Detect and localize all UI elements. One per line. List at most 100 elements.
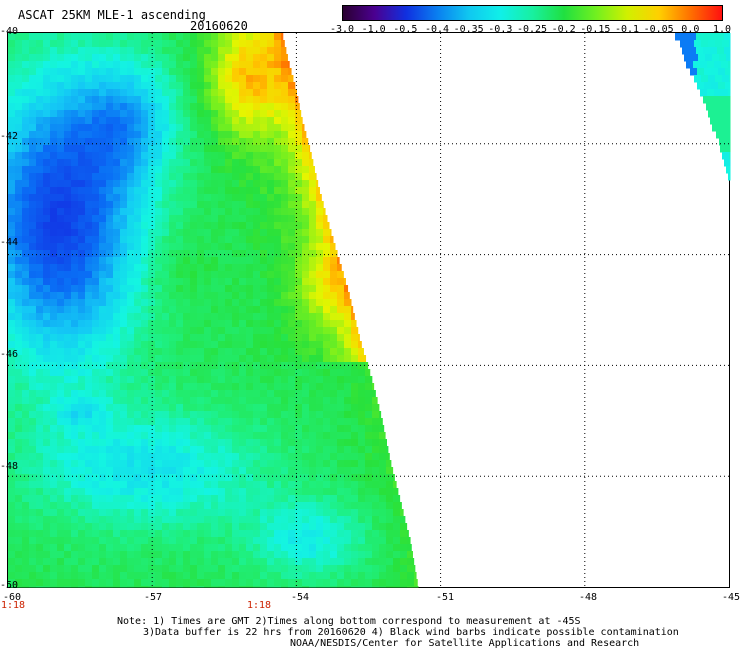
swath-cell	[50, 579, 58, 587]
swath-cell	[309, 558, 317, 566]
swath-cell	[218, 579, 226, 587]
swath-cell	[407, 579, 415, 587]
swath-cell	[190, 82, 198, 90]
swath-cell	[232, 54, 240, 62]
swath-cell	[197, 61, 205, 69]
swath-cell	[274, 194, 282, 202]
swath-cell	[225, 530, 233, 538]
swath-cell	[288, 341, 296, 349]
swath-cell	[50, 40, 58, 48]
swath-cell	[211, 411, 219, 419]
swath-cell	[43, 558, 51, 566]
swath-cell	[36, 68, 44, 76]
swath-cell	[92, 299, 100, 307]
swath-cell	[176, 320, 184, 328]
swath-cell	[309, 572, 317, 580]
swath-cell	[134, 502, 142, 510]
swath-cell	[190, 299, 198, 307]
swath-cell	[29, 229, 37, 237]
swath-cell	[274, 544, 282, 552]
swath-cell	[71, 222, 79, 230]
swath-cell	[15, 474, 23, 482]
swath-cell	[281, 257, 289, 265]
swath-cell	[190, 159, 198, 167]
time-label-left: 1:18	[0, 600, 26, 611]
swath-cell	[8, 446, 16, 454]
swath-cell	[92, 75, 100, 83]
swath-cell	[386, 544, 394, 552]
swath-cell	[50, 180, 58, 188]
swath-cell	[8, 96, 16, 104]
swath-cell	[78, 278, 86, 286]
swath-cell	[302, 432, 310, 440]
swath-cell	[204, 348, 212, 356]
swath-cell	[64, 208, 72, 216]
swath-cell	[267, 201, 275, 209]
swath-cell	[204, 285, 212, 293]
swath-cell	[295, 586, 303, 588]
swath-cell	[190, 579, 198, 587]
swath-cell	[281, 432, 289, 440]
swath-cell	[211, 474, 219, 482]
swath-cell	[197, 82, 205, 90]
swath-cell	[337, 446, 345, 454]
swath-cell	[134, 488, 142, 496]
swath-cell	[267, 61, 275, 69]
swath-cell	[260, 257, 268, 265]
swath-cell	[218, 208, 226, 216]
swath-cell	[183, 334, 191, 342]
swath-cell	[281, 285, 289, 293]
swath-cell	[288, 285, 296, 293]
swath-cell	[260, 502, 268, 510]
swath-cell	[330, 439, 338, 447]
swath-cell	[176, 257, 184, 265]
swath-cell	[92, 131, 100, 139]
swath-cell	[710, 33, 718, 41]
swath-cell	[232, 453, 240, 461]
swath-cell	[99, 117, 107, 125]
swath-cell	[337, 460, 345, 468]
swath-cell	[78, 54, 86, 62]
swath-cell	[232, 446, 240, 454]
swath-cell	[211, 383, 219, 391]
swath-cell	[8, 565, 16, 573]
swath-cell	[344, 460, 352, 468]
swath-cell	[141, 292, 149, 300]
swath-cell	[239, 159, 247, 167]
swath-cell	[232, 544, 240, 552]
swath-cell	[274, 348, 282, 356]
swath-cell	[302, 145, 310, 153]
swath-cell	[36, 558, 44, 566]
swath-cell	[141, 229, 149, 237]
swath-cell	[176, 264, 184, 272]
swath-cell	[330, 432, 338, 440]
swath-cell	[99, 61, 107, 69]
swath-cell	[386, 509, 394, 517]
swath-cell	[211, 376, 219, 384]
swath-cell	[78, 509, 86, 517]
swath-cell	[99, 54, 107, 62]
swath-cell	[162, 348, 170, 356]
swath-cell	[78, 138, 86, 146]
swath-cell	[57, 285, 65, 293]
swath-cell	[197, 117, 205, 125]
swath-cell	[36, 250, 44, 258]
swath-cell	[43, 530, 51, 538]
swath-cell	[253, 229, 261, 237]
swath-cell	[176, 68, 184, 76]
swath-cell	[365, 537, 373, 545]
swath-cell	[727, 103, 731, 111]
swath-cell	[288, 299, 296, 307]
swath-cell	[260, 523, 268, 531]
swath-cell	[183, 425, 191, 433]
swath-cell	[724, 96, 731, 104]
swath-cell	[204, 495, 212, 503]
swath-cell	[127, 509, 135, 517]
swath-cell	[365, 369, 371, 377]
swath-cell	[260, 145, 268, 153]
swath-cell	[183, 432, 191, 440]
swath-cell	[281, 243, 289, 251]
swath-cell	[106, 40, 114, 48]
swath-cell	[330, 418, 338, 426]
swath-cell	[29, 103, 37, 111]
